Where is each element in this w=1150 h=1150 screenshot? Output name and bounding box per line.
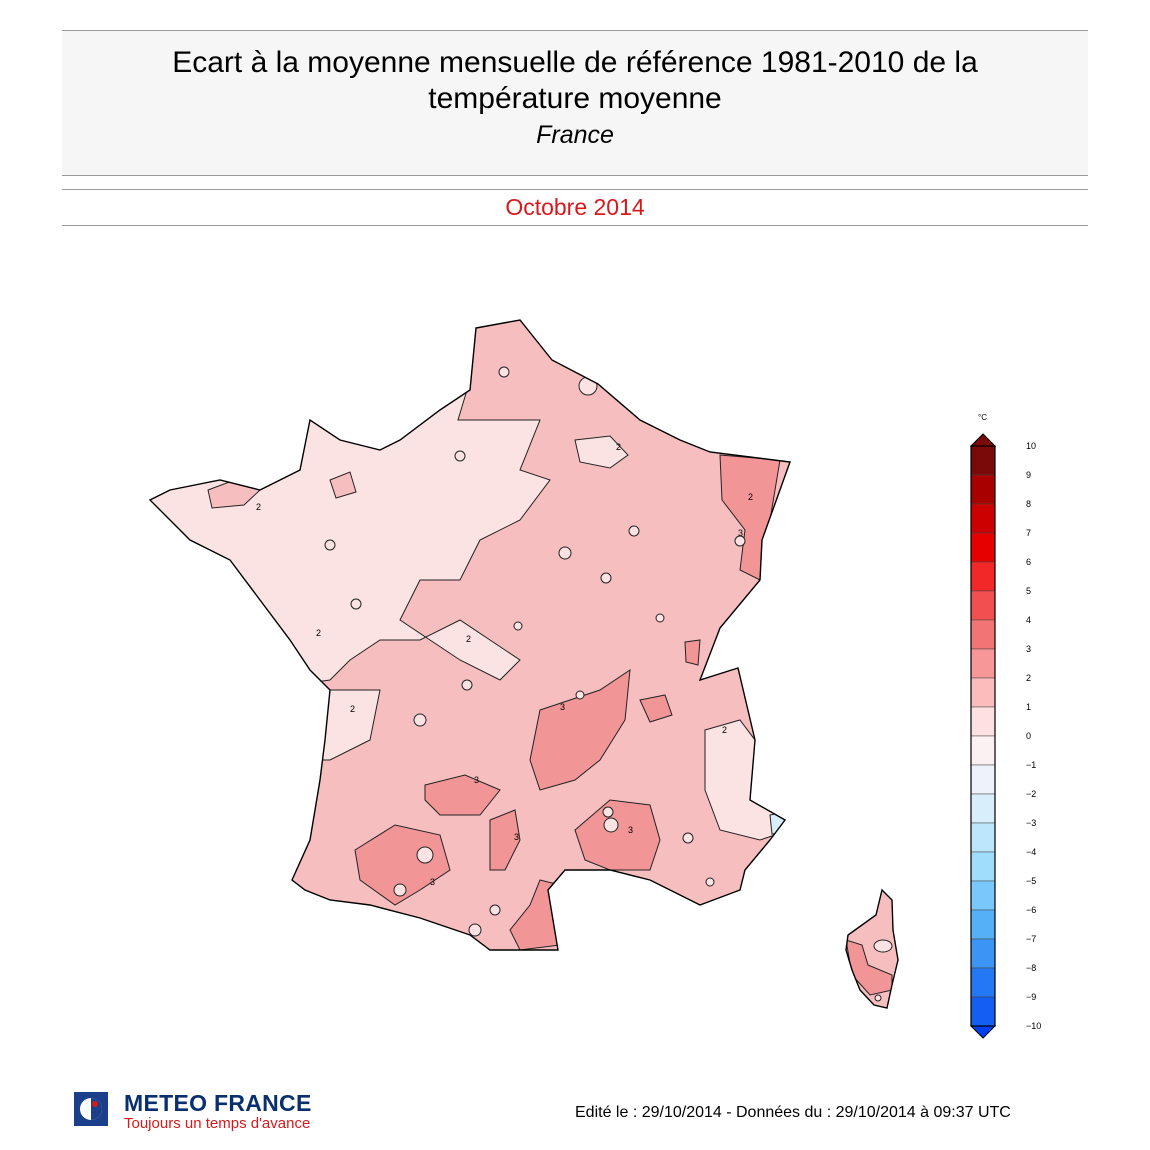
legend-tick-label: −1 xyxy=(1026,760,1036,770)
edit-info: Edité le : 29/10/2014 - Données du : 29/… xyxy=(575,1104,1011,1121)
legend-tick-label: −5 xyxy=(1026,876,1036,886)
legend-swatch xyxy=(970,503,996,534)
legend-swatch xyxy=(970,532,996,563)
contour-label: 2 xyxy=(466,634,471,644)
legend-tick-label: 6 xyxy=(1026,557,1031,567)
contour-label: 2 xyxy=(316,628,321,638)
legend-swatch xyxy=(970,590,996,621)
anomaly-1-2-zone-ardennes xyxy=(574,435,629,469)
legend-swatch xyxy=(970,735,996,766)
anomaly-3-4-zone-dordogne xyxy=(424,774,501,816)
contour-label: 2 xyxy=(256,502,261,512)
legend-tick-label: 4 xyxy=(1026,615,1031,625)
anomaly-3-4-zone-gard xyxy=(574,799,661,871)
legend-tick-label: 3 xyxy=(1026,644,1031,654)
legend-tick-label: −7 xyxy=(1026,934,1036,944)
anomaly-3-4-zone-tarn xyxy=(489,809,521,871)
legend-tick-label: −10 xyxy=(1026,1021,1041,1031)
legend-swatch xyxy=(970,561,996,592)
france-coastline xyxy=(148,319,791,951)
period-label: Octobre 2014 xyxy=(505,194,645,220)
legend-swatch xyxy=(970,851,996,882)
anomaly-3-4-zone-gers xyxy=(354,824,451,906)
anomaly-1-2-zone-west xyxy=(150,379,551,691)
legend-tick-label: −6 xyxy=(1026,905,1036,915)
meteo-france-emblem-icon xyxy=(74,1092,108,1126)
legend-swatch xyxy=(970,822,996,853)
title-panel: Ecart à la moyenne mensuelle de référenc… xyxy=(62,30,1088,176)
france-mainland xyxy=(148,319,791,951)
contour-label: 2 xyxy=(748,492,753,502)
corsica xyxy=(845,888,899,1009)
anomaly-3-4-zone-centre xyxy=(529,668,631,791)
contour-label: 3 xyxy=(560,702,565,712)
legend-tick-label: 7 xyxy=(1026,528,1031,538)
anomaly-0-1-zone-nice xyxy=(769,811,789,835)
title-line-1: Ecart à la moyenne mensuelle de référenc… xyxy=(172,46,978,79)
legend-swatch xyxy=(970,880,996,911)
legend-tick-label: 2 xyxy=(1026,673,1031,683)
legend-tick-label: 0 xyxy=(1026,731,1031,741)
region-subtitle: France xyxy=(536,121,614,149)
legend-swatch xyxy=(970,445,996,476)
legend-swatch xyxy=(970,474,996,505)
legend-swatch xyxy=(970,967,996,998)
legend-swatch xyxy=(970,764,996,795)
legend-swatch xyxy=(970,706,996,737)
contour-label: 3 xyxy=(514,832,519,842)
period-panel: Octobre 2014 xyxy=(62,189,1088,226)
legend-tick-label: −4 xyxy=(1026,847,1036,857)
legend-swatch xyxy=(970,619,996,650)
legend-swatch xyxy=(970,938,996,969)
brand-name: METEO FRANCE xyxy=(124,1090,312,1116)
contour-label: 3 xyxy=(738,528,743,538)
legend-min-arrow xyxy=(969,1025,997,1039)
anomaly-3-4-zone-jura xyxy=(684,639,701,666)
legend-max-arrow xyxy=(969,433,997,447)
contour-label: 2 xyxy=(722,725,727,735)
contour-label: 3 xyxy=(430,877,435,887)
contour-label: 2 xyxy=(350,704,355,714)
legend-tick-label: 5 xyxy=(1026,586,1031,596)
contour-label: 3 xyxy=(628,825,633,835)
legend-swatch xyxy=(970,677,996,708)
legend-swatch xyxy=(970,648,996,679)
legend-tick-label: 9 xyxy=(1026,470,1031,480)
title-line-2: température moyenne xyxy=(428,82,722,115)
contour-label: 2 xyxy=(616,442,621,452)
anomaly-3-4-zone-rhone xyxy=(639,694,673,723)
legend-swatch xyxy=(970,909,996,940)
legend-tick-label: −8 xyxy=(1026,963,1036,973)
anomaly-2-3-zone-cotentin xyxy=(329,471,357,499)
meteo-france-logo: METEO FRANCE Toujours un temps d'avance xyxy=(62,1082,367,1144)
legend-swatch xyxy=(970,996,996,1027)
brand-slogan: Toujours un temps d'avance xyxy=(124,1115,311,1132)
legend-tick-label: −9 xyxy=(1026,992,1036,1002)
contour-labels: 2 2 2 2 2 2 2 3 3 3 3 3 3 xyxy=(256,442,753,887)
legend-frame xyxy=(970,445,996,1027)
legend-unit: °C xyxy=(978,413,987,422)
legend-tick-label: 10 xyxy=(1026,441,1036,451)
contour-label: 3 xyxy=(474,775,479,785)
legend-swatch xyxy=(970,793,996,824)
legend-tick-label: −3 xyxy=(1026,818,1036,828)
legend-tick-label: 1 xyxy=(1026,702,1031,712)
legend-tick-label: 8 xyxy=(1026,499,1031,509)
legend-tick-label: −2 xyxy=(1026,789,1036,799)
